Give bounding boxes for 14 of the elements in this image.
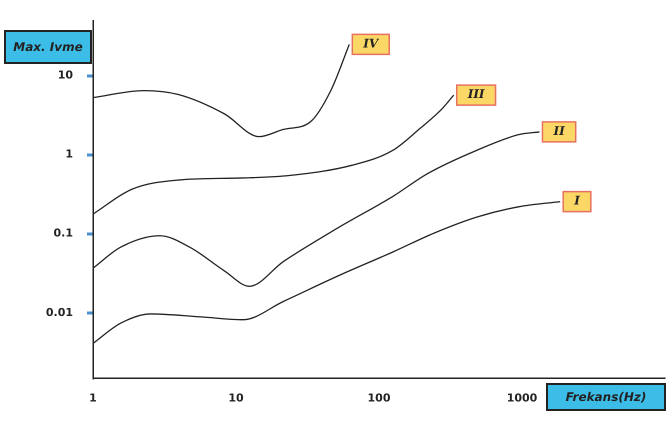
series-label: IV [362, 36, 380, 51]
series-label: I [573, 194, 580, 208]
x-tick-label: 100 [368, 391, 391, 404]
y-axis-title: Max. Ivme [4, 30, 92, 64]
series-label: II [552, 124, 566, 138]
x-tick-label: 10 [228, 391, 244, 404]
y-tick-label: 0.1 [54, 226, 73, 240]
x-tick-label: 1 [89, 391, 97, 404]
x-axis-title: Frekans(Hz) [546, 383, 666, 411]
y-tick-label: 10 [58, 68, 74, 82]
y-tick-label: 0.01 [46, 306, 73, 319]
series-label: III [466, 87, 485, 102]
x-tick-label: 1000 [506, 391, 538, 404]
y-tick-label: 1 [65, 148, 73, 161]
